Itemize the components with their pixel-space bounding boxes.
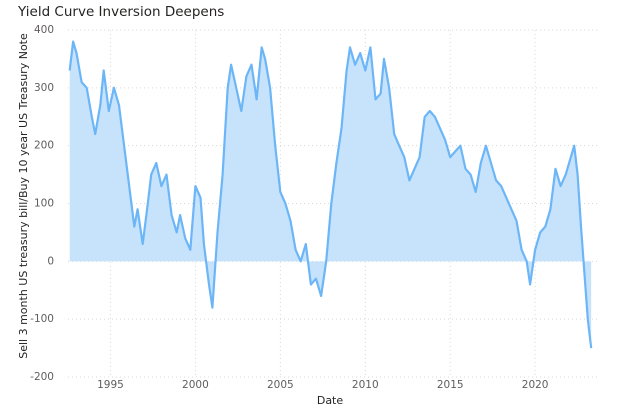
- x-tick-label: 2015: [437, 379, 464, 391]
- line: [68, 40, 593, 349]
- chart-title: Yield Curve Inversion Deepens: [17, 4, 224, 20]
- x-axis-title: Date: [317, 394, 344, 407]
- y-tick-label: 300: [34, 82, 54, 94]
- y-tick-label: 200: [34, 140, 54, 152]
- y-tick-label: 0: [47, 255, 54, 267]
- x-tick-label: 1995: [97, 379, 124, 391]
- y-tick-label: 400: [34, 24, 54, 36]
- x-tick-label: 2000: [182, 379, 209, 391]
- x-tick-label: 2005: [267, 379, 294, 391]
- y-tick-label: -100: [30, 313, 54, 325]
- y-tick-label: 100: [34, 198, 54, 210]
- y-tick-label: -200: [30, 371, 54, 383]
- x-tick-label: 2010: [352, 379, 379, 391]
- area: [69, 41, 592, 349]
- y-axis-title: Sell 3 month US treasury bill/Buy 10 yea…: [17, 33, 30, 359]
- x-tick-label: 2020: [522, 379, 549, 391]
